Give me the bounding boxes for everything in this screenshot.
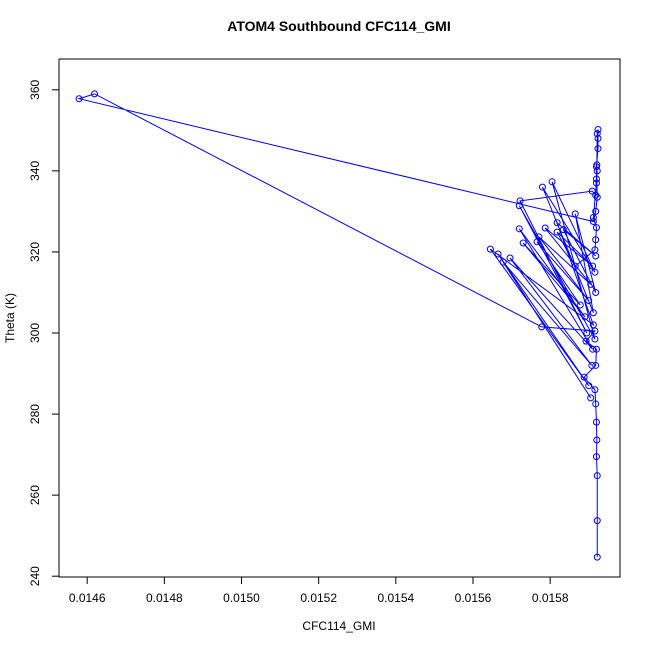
y-axis-label: Theta (K) <box>3 293 17 343</box>
data-point <box>589 262 597 270</box>
x-tick-label: 0.0148 <box>146 591 183 605</box>
data-point <box>592 207 600 215</box>
y-tick-label: 300 <box>28 323 42 343</box>
y-tick-label: 240 <box>28 566 42 586</box>
data-point <box>548 178 556 186</box>
data-point <box>591 246 599 254</box>
data-point <box>499 258 507 266</box>
data-point <box>594 126 602 134</box>
data-point <box>589 213 597 221</box>
x-tick-label: 0.0156 <box>455 591 492 605</box>
data-point <box>486 245 494 253</box>
data-point <box>587 394 595 402</box>
data-point <box>593 193 601 201</box>
data-point <box>581 313 589 321</box>
data-point <box>591 268 599 276</box>
data-point <box>593 167 601 175</box>
data-point <box>571 262 579 270</box>
data-point <box>583 329 591 337</box>
data-point <box>592 179 600 187</box>
data-point <box>515 202 523 210</box>
data-point <box>591 335 599 343</box>
data-point <box>553 219 561 227</box>
data-point <box>582 337 590 345</box>
data-point <box>494 250 502 258</box>
y-tick-label: 360 <box>28 79 42 99</box>
y-tick-label: 260 <box>28 485 42 505</box>
data-point <box>594 134 602 142</box>
data-point <box>593 472 601 480</box>
data-point <box>75 95 83 103</box>
data-point <box>571 210 579 218</box>
chart-title: ATOM4 Southbound CFC114_GMI <box>227 18 451 34</box>
data-point <box>592 288 600 296</box>
data-point <box>592 345 600 353</box>
data-point <box>587 280 595 288</box>
data-point <box>589 345 597 353</box>
data-point <box>585 382 593 390</box>
data-point <box>553 228 561 236</box>
data-point <box>592 400 600 408</box>
data-point <box>592 175 600 183</box>
data-line <box>77 93 599 558</box>
data-point <box>588 361 596 369</box>
x-tick-label: 0.0158 <box>532 591 569 605</box>
data-point <box>593 553 601 561</box>
data-point <box>594 145 602 153</box>
data-point <box>580 373 588 381</box>
data-point <box>585 297 593 305</box>
x-tick-label: 0.0152 <box>300 591 337 605</box>
data-point <box>592 224 600 232</box>
data-point <box>592 191 600 199</box>
x-tick-label: 0.0146 <box>69 591 106 605</box>
data-point <box>519 239 527 247</box>
data-point <box>576 301 584 309</box>
data-point <box>592 236 600 244</box>
data-point <box>589 309 597 317</box>
data-point <box>538 183 546 191</box>
data-point <box>592 418 600 426</box>
x-tick-label: 0.0154 <box>377 591 414 605</box>
data-point <box>559 226 567 234</box>
data-point <box>588 187 596 195</box>
data-point <box>589 218 597 226</box>
data-point <box>589 321 597 329</box>
data-point <box>506 254 514 262</box>
data-point <box>538 323 546 331</box>
data-point <box>591 386 599 394</box>
data-point <box>593 436 601 444</box>
data-point <box>90 90 98 98</box>
data-point <box>592 361 600 369</box>
y-tick-label: 320 <box>28 242 42 262</box>
y-tick-label: 340 <box>28 161 42 181</box>
data-point <box>535 233 543 241</box>
data-point <box>593 130 601 138</box>
data-point <box>515 225 523 233</box>
data-point <box>516 197 524 205</box>
data-point <box>592 453 600 461</box>
x-axis-label: CFC114_GMI <box>302 619 375 633</box>
data-point <box>541 224 549 232</box>
data-point <box>593 517 601 525</box>
y-tick-label: 280 <box>28 404 42 424</box>
x-tick-label: 0.0150 <box>223 591 260 605</box>
plot-frame <box>58 58 621 578</box>
